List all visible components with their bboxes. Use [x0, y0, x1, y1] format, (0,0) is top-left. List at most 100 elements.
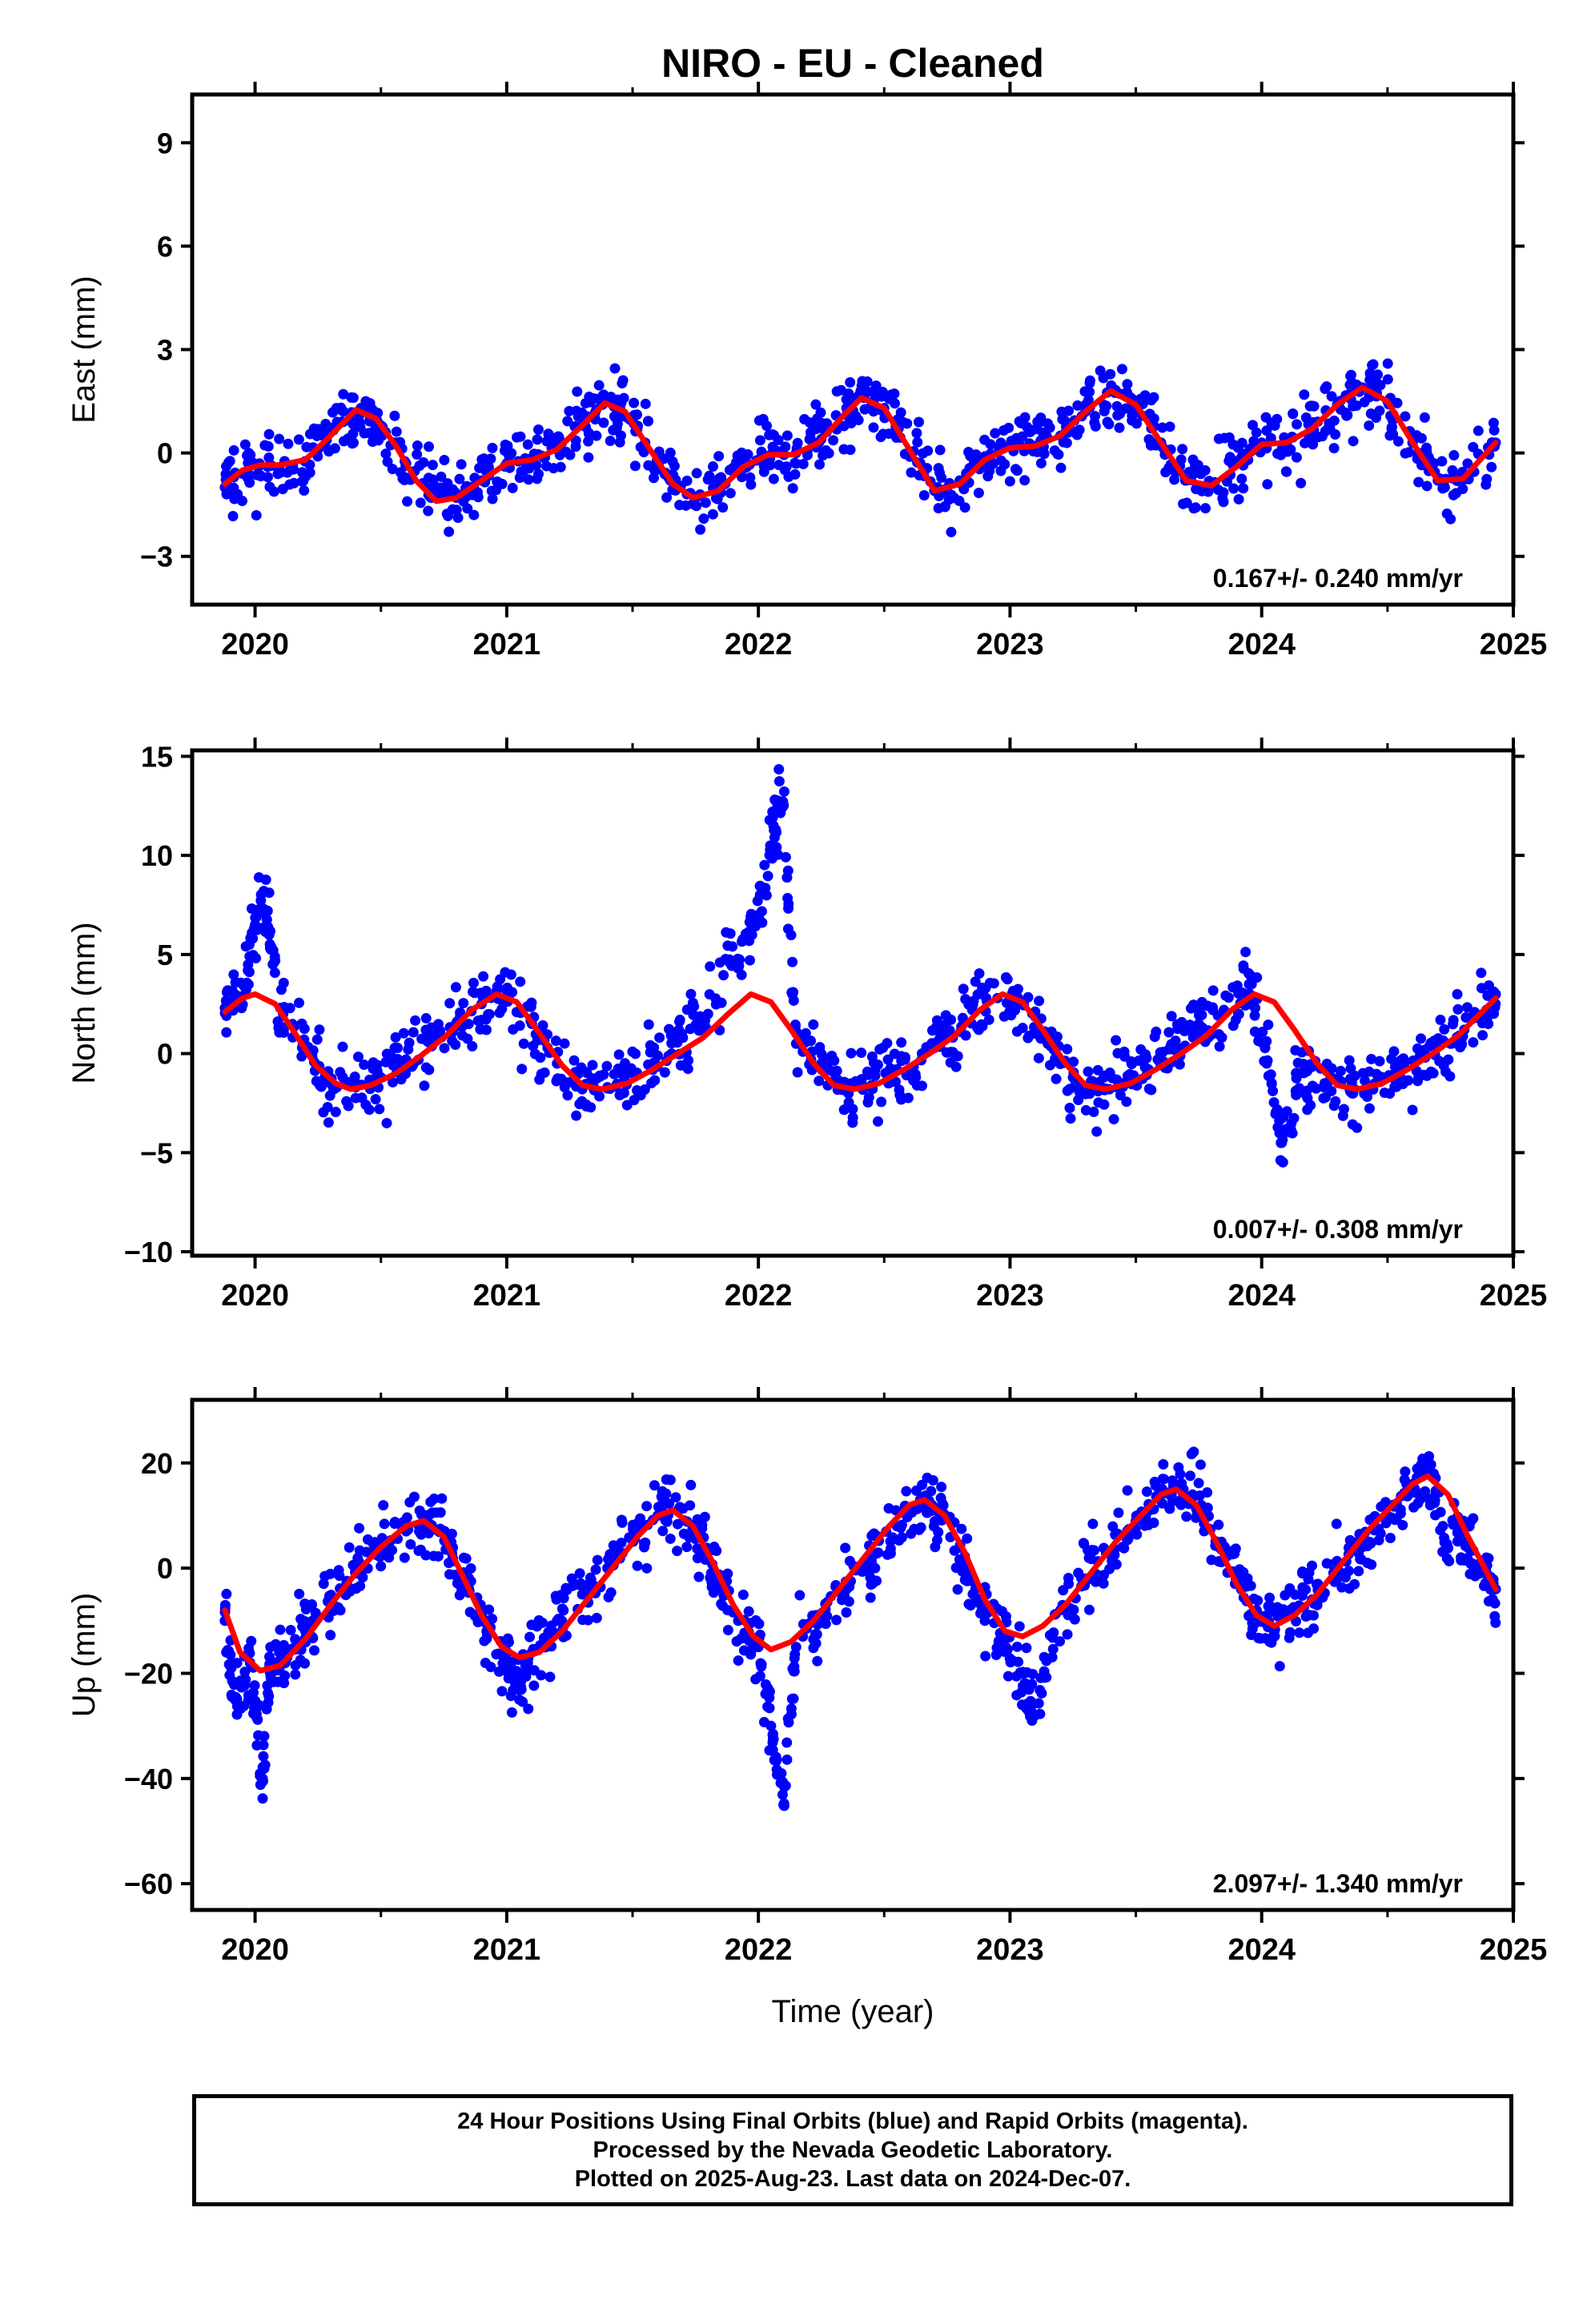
- data-point: [1163, 1027, 1175, 1038]
- data-point: [641, 1562, 653, 1574]
- data-point: [502, 983, 513, 994]
- data-point: [1116, 364, 1127, 375]
- data-point: [781, 430, 793, 441]
- data-point: [1146, 1084, 1157, 1096]
- data-point: [1045, 1059, 1056, 1071]
- data-point: [1373, 1534, 1384, 1546]
- data-point: [1353, 1566, 1364, 1577]
- data-point: [262, 905, 273, 916]
- data-point: [456, 1030, 468, 1041]
- data-point: [1035, 1708, 1046, 1719]
- data-point: [705, 961, 716, 972]
- data-point: [1157, 422, 1168, 433]
- data-point: [240, 941, 251, 952]
- data-point: [780, 1780, 791, 1791]
- data-point: [1092, 1064, 1103, 1076]
- data-point: [781, 872, 793, 883]
- data-point: [379, 1518, 390, 1530]
- y-axis-label: East (mm): [66, 275, 102, 423]
- data-point: [778, 800, 789, 811]
- data-point: [806, 1035, 817, 1047]
- data-point: [1039, 1651, 1050, 1663]
- data-point: [378, 1500, 389, 1511]
- data-point: [574, 1568, 585, 1579]
- data-point: [413, 1545, 424, 1556]
- data-point: [1296, 1590, 1308, 1601]
- data-point: [870, 1562, 881, 1574]
- data-point: [1434, 1055, 1445, 1067]
- data-point: [485, 453, 496, 464]
- data-point: [528, 1680, 540, 1691]
- data-point: [258, 1739, 269, 1751]
- data-point: [722, 1624, 733, 1635]
- data-point: [493, 477, 504, 489]
- data-point: [896, 1094, 907, 1105]
- data-point: [767, 1733, 778, 1744]
- data-point: [1101, 400, 1112, 412]
- data-point: [1063, 405, 1075, 416]
- data-point: [946, 526, 957, 537]
- data-point: [890, 1076, 901, 1088]
- data-point: [1419, 412, 1430, 423]
- data-point: [532, 424, 544, 436]
- data-point: [263, 887, 275, 899]
- data-point: [1019, 475, 1031, 486]
- data-point: [716, 997, 727, 1008]
- data-point: [1033, 1698, 1044, 1709]
- data-point: [531, 460, 542, 471]
- data-point: [1224, 452, 1235, 463]
- data-point: [436, 471, 447, 482]
- data-point: [1448, 450, 1460, 461]
- data-point: [465, 1563, 476, 1574]
- data-point: [1347, 1119, 1358, 1130]
- data-point: [487, 493, 498, 505]
- data-point: [1436, 456, 1448, 467]
- data-point: [1384, 1532, 1396, 1543]
- data-point: [782, 893, 793, 904]
- data-point: [1482, 990, 1493, 1001]
- data-point: [691, 468, 702, 479]
- data-point: [275, 1624, 286, 1635]
- data-point: [1421, 480, 1432, 492]
- data-point: [814, 1076, 825, 1087]
- data-point: [660, 1514, 671, 1526]
- data-point: [1196, 485, 1207, 497]
- data-point: [290, 1634, 301, 1645]
- data-point: [1288, 1112, 1300, 1124]
- data-point: [641, 1501, 653, 1512]
- data-point: [1384, 430, 1396, 441]
- data-point: [883, 1502, 894, 1514]
- data-point: [1308, 1623, 1320, 1634]
- data-point: [609, 363, 621, 374]
- data-point: [958, 983, 969, 995]
- data-point: [360, 396, 372, 407]
- data-point: [1014, 1621, 1025, 1632]
- data-point: [577, 1614, 589, 1626]
- data-point: [1074, 424, 1085, 436]
- data-point: [1477, 1030, 1489, 1041]
- data-point: [236, 1682, 247, 1693]
- data-point: [1382, 358, 1393, 369]
- data-point: [804, 417, 815, 428]
- data-point: [717, 502, 729, 513]
- data-point: [870, 380, 882, 392]
- data-point: [1156, 1498, 1167, 1509]
- data-point: [1072, 400, 1083, 411]
- data-point: [778, 1800, 789, 1811]
- data-point: [1119, 1542, 1130, 1554]
- data-point: [659, 1067, 670, 1078]
- data-point: [917, 1479, 928, 1490]
- y-tick-label: 5: [157, 939, 173, 971]
- data-point: [598, 417, 609, 428]
- data-point: [1174, 1059, 1185, 1070]
- x-tick-label: 2021: [473, 628, 541, 661]
- data-point: [1472, 425, 1484, 436]
- data-point: [787, 956, 798, 967]
- data-point: [1039, 1666, 1050, 1677]
- data-point: [868, 406, 879, 417]
- x-tick-label: 2021: [473, 1279, 541, 1313]
- data-point: [1366, 1559, 1377, 1570]
- data-point: [770, 824, 781, 835]
- data-point: [1111, 400, 1123, 412]
- scatter-points: [219, 764, 1501, 1168]
